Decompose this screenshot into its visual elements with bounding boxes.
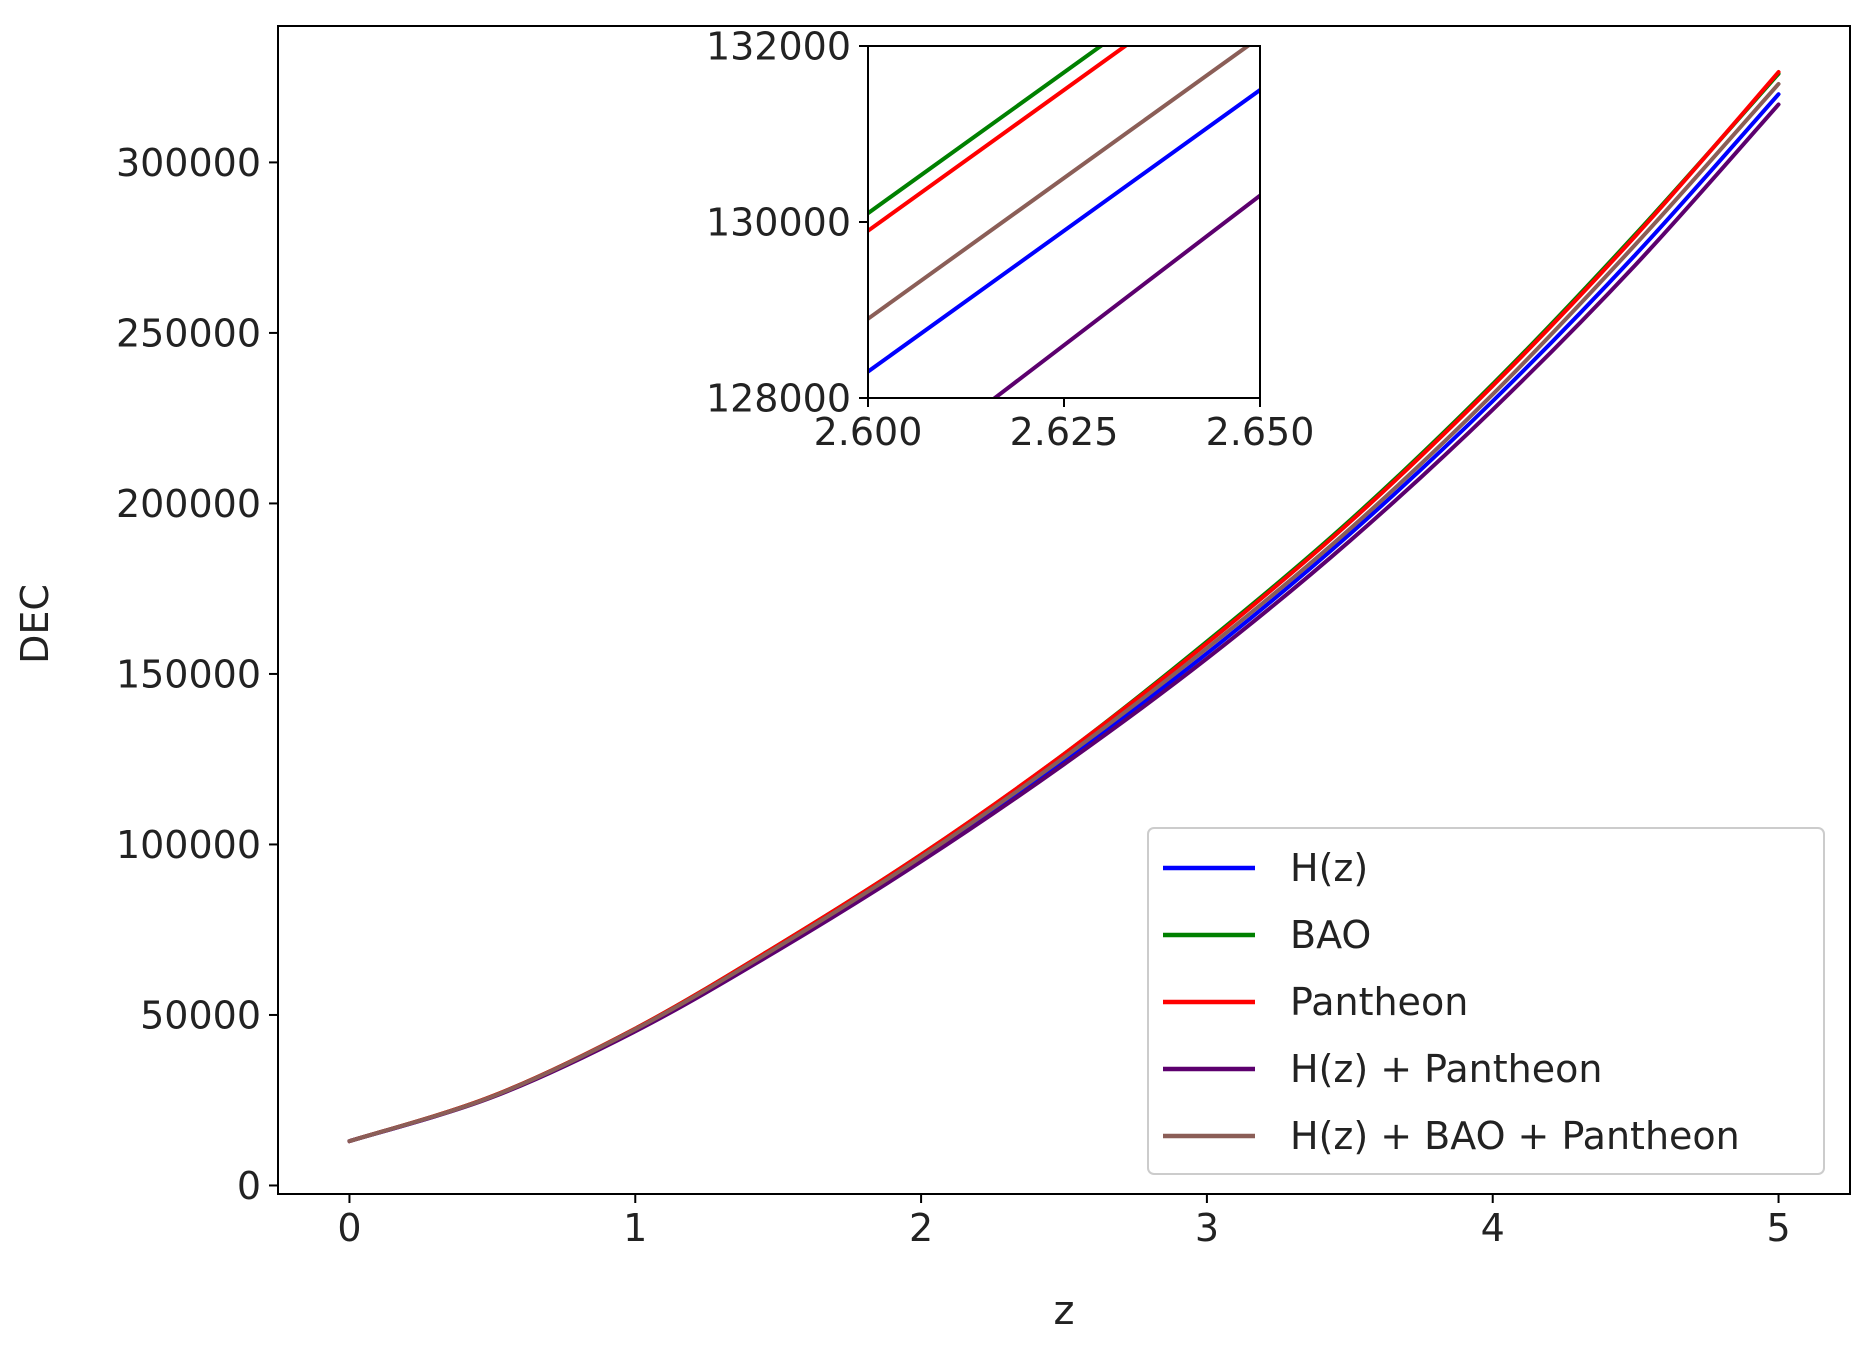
legend-label-bao: BAO <box>1290 913 1371 957</box>
main-x-tick-label: 0 <box>337 1206 361 1250</box>
inset-y-tick-label: 130000 <box>706 201 851 245</box>
main-y-tick-label: 200000 <box>116 482 261 526</box>
main-y-tick-label: 0 <box>237 1164 261 1208</box>
legend-label-h-z: H(z) <box>1290 846 1368 890</box>
main-y-tick-label: 50000 <box>140 994 261 1038</box>
main-y-tick-label: 300000 <box>116 141 261 185</box>
inset-y-axis: 128000 130000 132000 <box>706 25 868 421</box>
main-x-tick-label: 5 <box>1766 1206 1790 1250</box>
main-y-tick-label: 150000 <box>116 653 261 697</box>
main-series-line-h-z-bao-pantheon <box>347 81 1781 1144</box>
legend-label-pantheon: Pantheon <box>1290 980 1468 1024</box>
inset-x-tick-label: 2.650 <box>1206 410 1315 454</box>
main-series-group <box>347 70 1781 1144</box>
inset-chart: 2.600 2.625 2.650 128000 130000 132000 <box>706 25 1315 454</box>
legend: H(z) BAO Pantheon H(z) + Pantheon H(z) + BAO… <box>1147 827 1825 1175</box>
inset-background <box>868 46 1260 398</box>
inset-series-line-h-z-bao-pantheon <box>868 46 1252 321</box>
main-y-axis: 0 50000 100000 150000 200000 250000 300000 <box>116 141 278 1208</box>
main-x-tick-label: 3 <box>1195 1206 1219 1250</box>
inset-series-group <box>868 46 1260 398</box>
legend-box <box>1147 827 1825 1175</box>
main-x-axis: 0 1 2 3 4 5 <box>337 1194 1791 1250</box>
main-x-tick-label: 4 <box>1481 1206 1505 1250</box>
legend-entries: H(z) BAO Pantheon H(z) + Pantheon H(z) + BAO… <box>1163 846 1740 1158</box>
inset-series-line-pantheon <box>868 46 1129 233</box>
main-y-axis-label: DEC <box>13 584 57 664</box>
main-chart: 0 1 2 3 4 5 0 50000 100000 150000 200000 250000 300… <box>13 25 1851 1334</box>
inset-series-line-bao <box>868 46 1105 216</box>
inset-x-axis: 2.600 2.625 2.650 <box>814 398 1315 454</box>
main-axes-frame <box>277 25 1851 1195</box>
inset-y-tick-label: 132000 <box>706 25 851 69</box>
main-x-tick-label: 2 <box>909 1206 933 1250</box>
inset-series-line-h-z-pantheon <box>991 193 1260 398</box>
inset-x-tick-label: 2.625 <box>1010 410 1119 454</box>
legend-label-h-z-pantheon: H(z) + Pantheon <box>1290 1047 1602 1091</box>
main-y-tick-label: 100000 <box>116 823 261 867</box>
legend-label-h-z-bao-pantheon: H(z) + BAO + Pantheon <box>1290 1114 1740 1158</box>
main-x-tick-label: 1 <box>623 1206 647 1250</box>
inset-x-tick-label: 2.600 <box>814 410 923 454</box>
inset-series-line-h-z <box>868 88 1260 374</box>
main-y-tick-label: 250000 <box>116 312 261 356</box>
inset-y-tick-label: 128000 <box>706 377 851 421</box>
main-x-axis-label: z <box>1054 1288 1075 1334</box>
